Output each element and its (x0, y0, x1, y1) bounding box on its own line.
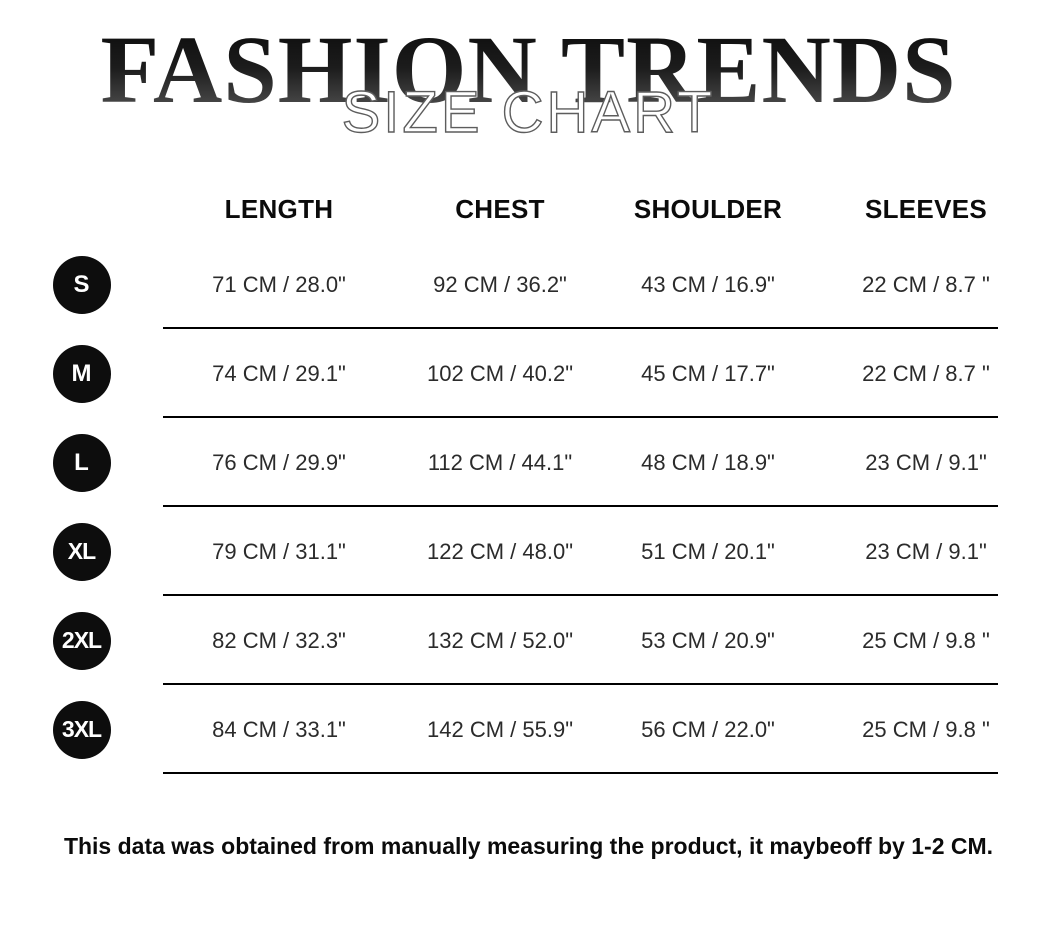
header-cell-sleeves: SLEEVES (864, 193, 988, 224)
size-badge: L (52, 433, 111, 492)
cell-sleeves: 25 CM / 9.8 " (862, 627, 990, 653)
cell-sleeves: 25 CM / 9.8 " (862, 716, 990, 742)
row-divider (163, 683, 998, 685)
table-row: XL 79 CM / 31.1" 122 CM / 48.0" 51 CM / … (0, 507, 1057, 596)
page-title: FASHION TRENDS (0, 18, 1057, 122)
header-cell-length: LENGTH (224, 193, 334, 224)
cell-length: 84 CM / 33.1" (212, 716, 346, 742)
size-badge-cell: M (0, 329, 163, 418)
size-badge: 3XL (52, 700, 111, 759)
cell-shoulder: 43 CM / 16.9" (641, 271, 775, 297)
size-badge: XL (52, 522, 111, 581)
row-divider (163, 772, 998, 774)
cell-shoulder: 56 CM / 22.0" (641, 716, 775, 742)
cell-chest: 102 CM / 40.2" (427, 360, 573, 386)
title-block: FASHION TRENDS SIZE CHART (0, 18, 1057, 148)
cell-length: 79 CM / 31.1" (212, 538, 346, 564)
page-subtitle: SIZE CHART (341, 79, 716, 145)
row-divider (163, 416, 998, 418)
size-badge: 2XL (52, 611, 111, 670)
cell-chest: 132 CM / 52.0" (427, 627, 573, 653)
size-badge: M (52, 344, 111, 403)
row-divider (163, 505, 998, 507)
row-divider (163, 594, 998, 596)
header-cell-chest: CHEST (455, 193, 545, 224)
cell-length: 82 CM / 32.3" (212, 627, 346, 653)
size-badge: S (52, 255, 111, 314)
cell-length: 74 CM / 29.1" (212, 360, 346, 386)
cell-chest: 142 CM / 55.9" (427, 716, 573, 742)
size-badge-cell: 2XL (0, 596, 163, 685)
size-badge-cell: XL (0, 507, 163, 596)
table-row: S 71 CM / 28.0" 92 CM / 36.2" 43 CM / 16… (0, 240, 1057, 329)
cell-sleeves: 22 CM / 8.7 " (862, 360, 990, 386)
size-badge-cell: L (0, 418, 163, 507)
header-cell-shoulder: SHOULDER (633, 193, 783, 224)
table-header-row: LENGTH CHEST SHOULDER SLEEVES (0, 178, 1057, 240)
cell-chest: 122 CM / 48.0" (427, 538, 573, 564)
size-chart-table: LENGTH CHEST SHOULDER SLEEVES S 71 CM / … (0, 178, 1057, 774)
cell-shoulder: 53 CM / 20.9" (641, 627, 775, 653)
cell-sleeves: 23 CM / 9.1" (865, 538, 987, 564)
cell-shoulder: 45 CM / 17.7" (641, 360, 775, 386)
table-row: M 74 CM / 29.1" 102 CM / 40.2" 45 CM / 1… (0, 329, 1057, 418)
size-badge-cell: S (0, 240, 163, 329)
cell-sleeves: 23 CM / 9.1" (865, 449, 987, 475)
table-row: L 76 CM / 29.9" 112 CM / 44.1" 48 CM / 1… (0, 418, 1057, 507)
cell-length: 76 CM / 29.9" (212, 449, 346, 475)
cell-shoulder: 48 CM / 18.9" (641, 449, 775, 475)
size-badge-cell: 3XL (0, 685, 163, 774)
cell-chest: 112 CM / 44.1" (427, 449, 573, 475)
cell-sleeves: 22 CM / 8.7 " (862, 271, 990, 297)
measurement-disclaimer: This data was obtained from manually mea… (63, 833, 994, 859)
row-divider (163, 327, 998, 329)
table-row: 2XL 82 CM / 32.3" 132 CM / 52.0" 53 CM /… (0, 596, 1057, 685)
cell-chest: 92 CM / 36.2" (433, 271, 567, 297)
table-row: 3XL 84 CM / 33.1" 142 CM / 55.9" 56 CM /… (0, 685, 1057, 774)
cell-length: 71 CM / 28.0" (212, 271, 346, 297)
cell-shoulder: 51 CM / 20.1" (641, 538, 775, 564)
